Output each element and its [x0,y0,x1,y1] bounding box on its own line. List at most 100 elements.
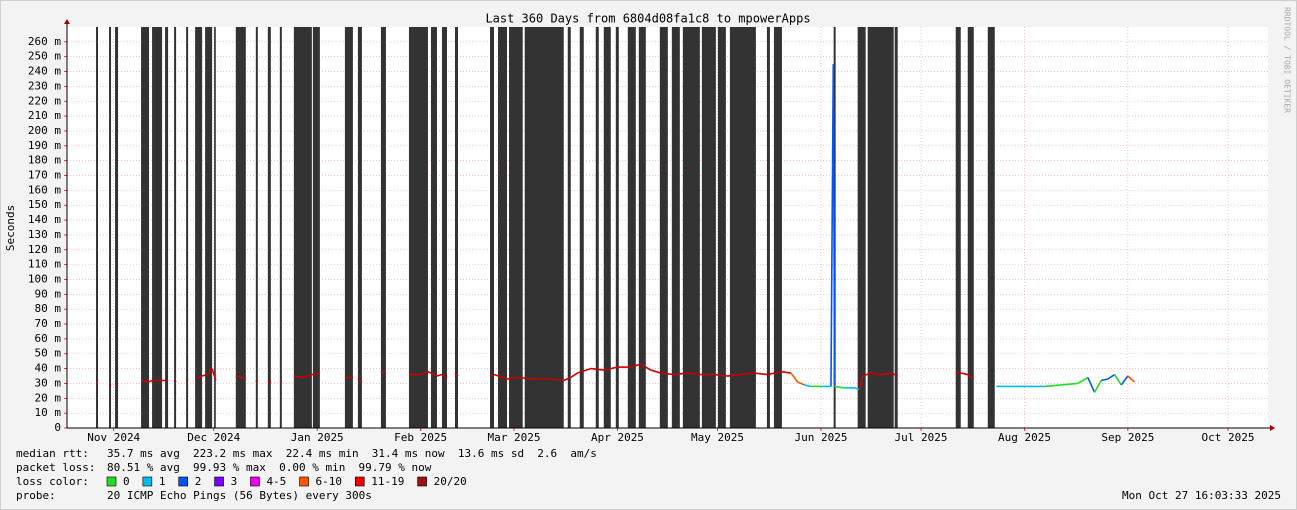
median-rtt-segment [603,366,618,371]
median-rtt-segment [1120,375,1129,386]
outage-bar [659,27,668,428]
legend-value: 22.4 ms min [286,447,359,460]
y-tick-label: 130 m [28,228,61,241]
outage-bar [867,27,894,428]
legend-label: loss color: [16,475,89,488]
median-rtt-segment [1113,374,1122,386]
timestamp: Mon Oct 27 16:03:33 2025 [1122,489,1281,502]
y-tick-label: 30 m [35,376,62,389]
y-tick-label: 150 m [28,198,61,211]
y-tick-label: 210 m [28,109,61,122]
legend-entry: 1 [159,475,166,488]
legend-swatch [354,476,365,487]
outage-bar [987,27,995,428]
median-rtt-segment [563,376,572,382]
median-rtt-segment [427,370,438,377]
y-tick-label: 40 m [35,362,62,375]
median-rtt-segment [293,375,304,379]
legend-swatch [250,476,260,487]
y-tick-label: 80 m [35,302,62,315]
median-rtt-segment [140,379,150,383]
y-tick-label: 0 [54,421,61,434]
x-tick-label: Apr 2025 [591,431,644,444]
median-rtt-segment [834,385,845,389]
median-rtt-segment [357,378,363,383]
median-rtt-segment [790,372,799,383]
outage-bar [638,27,646,428]
legend-entry: 3 [231,475,238,488]
median-rtt-segment [201,373,208,377]
legend-entry: 6-10 [316,475,343,488]
median-rtt-segment [570,372,578,379]
y-tick-label: 10 m [35,406,62,419]
y-tick-label: 60 m [35,332,62,345]
median-rtt-segment [550,378,564,382]
legend-label: median rtt: [16,447,89,460]
y-tick-label: 170 m [28,169,61,182]
y-tick-label: 100 m [28,272,61,285]
legend-value: 20 ICMP Echo Pings (56 Bytes) every 300s [107,489,372,502]
median-rtt-segment [858,375,864,390]
median-rtt-segment [493,373,508,380]
legend-entry: 2 [195,475,202,488]
legend-value: 223.2 ms max [193,447,273,460]
legend-label: probe: [16,489,56,502]
median-rtt-segment [740,372,755,376]
legend-value: 13.6 ms sd [458,447,524,460]
median-rtt-segment [687,372,701,376]
median-rtt-segment [517,376,535,380]
legend-value: 99.93 % max [193,461,266,474]
median-rtt-segment [1101,378,1109,382]
median-rtt-segment [714,373,728,377]
median-rtt-segment [506,376,518,380]
y-tick-label: 230 m [28,79,61,92]
median-rtt-segment [880,372,892,376]
outage-bar [380,27,386,428]
median-rtt-segment [767,370,782,376]
legend-swatch [106,476,117,487]
outage-bar [967,27,974,428]
legend-swatch [299,476,309,487]
side-text: RRDTOOL / TOBI OETIKER [1283,7,1292,113]
outage-bar [441,27,447,428]
x-tick-label: May 2025 [691,431,744,444]
median-rtt-segment [890,372,899,377]
outage-bar [671,27,680,428]
y-tick-label: 190 m [28,139,61,152]
median-rtt-segment [797,381,805,386]
y-tick-label: 140 m [28,213,61,226]
median-rtt-segment [577,367,592,374]
outage-bar [165,27,169,428]
median-rtt-segment [854,387,860,391]
y-tick-label: 180 m [28,154,61,167]
y-tick-label: 20 m [35,391,62,404]
outage-bar [595,27,599,428]
legend-swatch [178,476,189,487]
legend-entry: 11-19 [371,475,404,488]
median-rtt-segment [436,373,443,377]
outage-bar [408,27,428,428]
outage-bar [717,27,726,428]
median-rtt-segment [1077,376,1089,385]
outage-bar [312,27,320,428]
y-tick-label: 240 m [28,65,61,78]
outage-bar [293,27,312,428]
median-rtt-segment [211,368,217,381]
median-rtt-segment [206,368,213,376]
median-rtt-segment [489,373,495,377]
median-rtt-segment [380,370,387,374]
median-rtt-segment [754,372,768,376]
median-rtt-segment [235,375,247,380]
median-rtt-segment [780,370,792,374]
outage-bar [567,27,571,428]
y-tick-label: 220 m [28,94,61,107]
outage-bar [579,27,584,428]
legend-label: packet loss: [16,461,95,474]
outage-bar [894,27,898,428]
median-rtt-segment [185,378,189,382]
median-rtt-segment [148,379,153,383]
outage-bar [955,27,961,428]
outage-bar [524,27,564,428]
median-rtt-segment [727,373,741,377]
outage-bar [729,27,756,428]
